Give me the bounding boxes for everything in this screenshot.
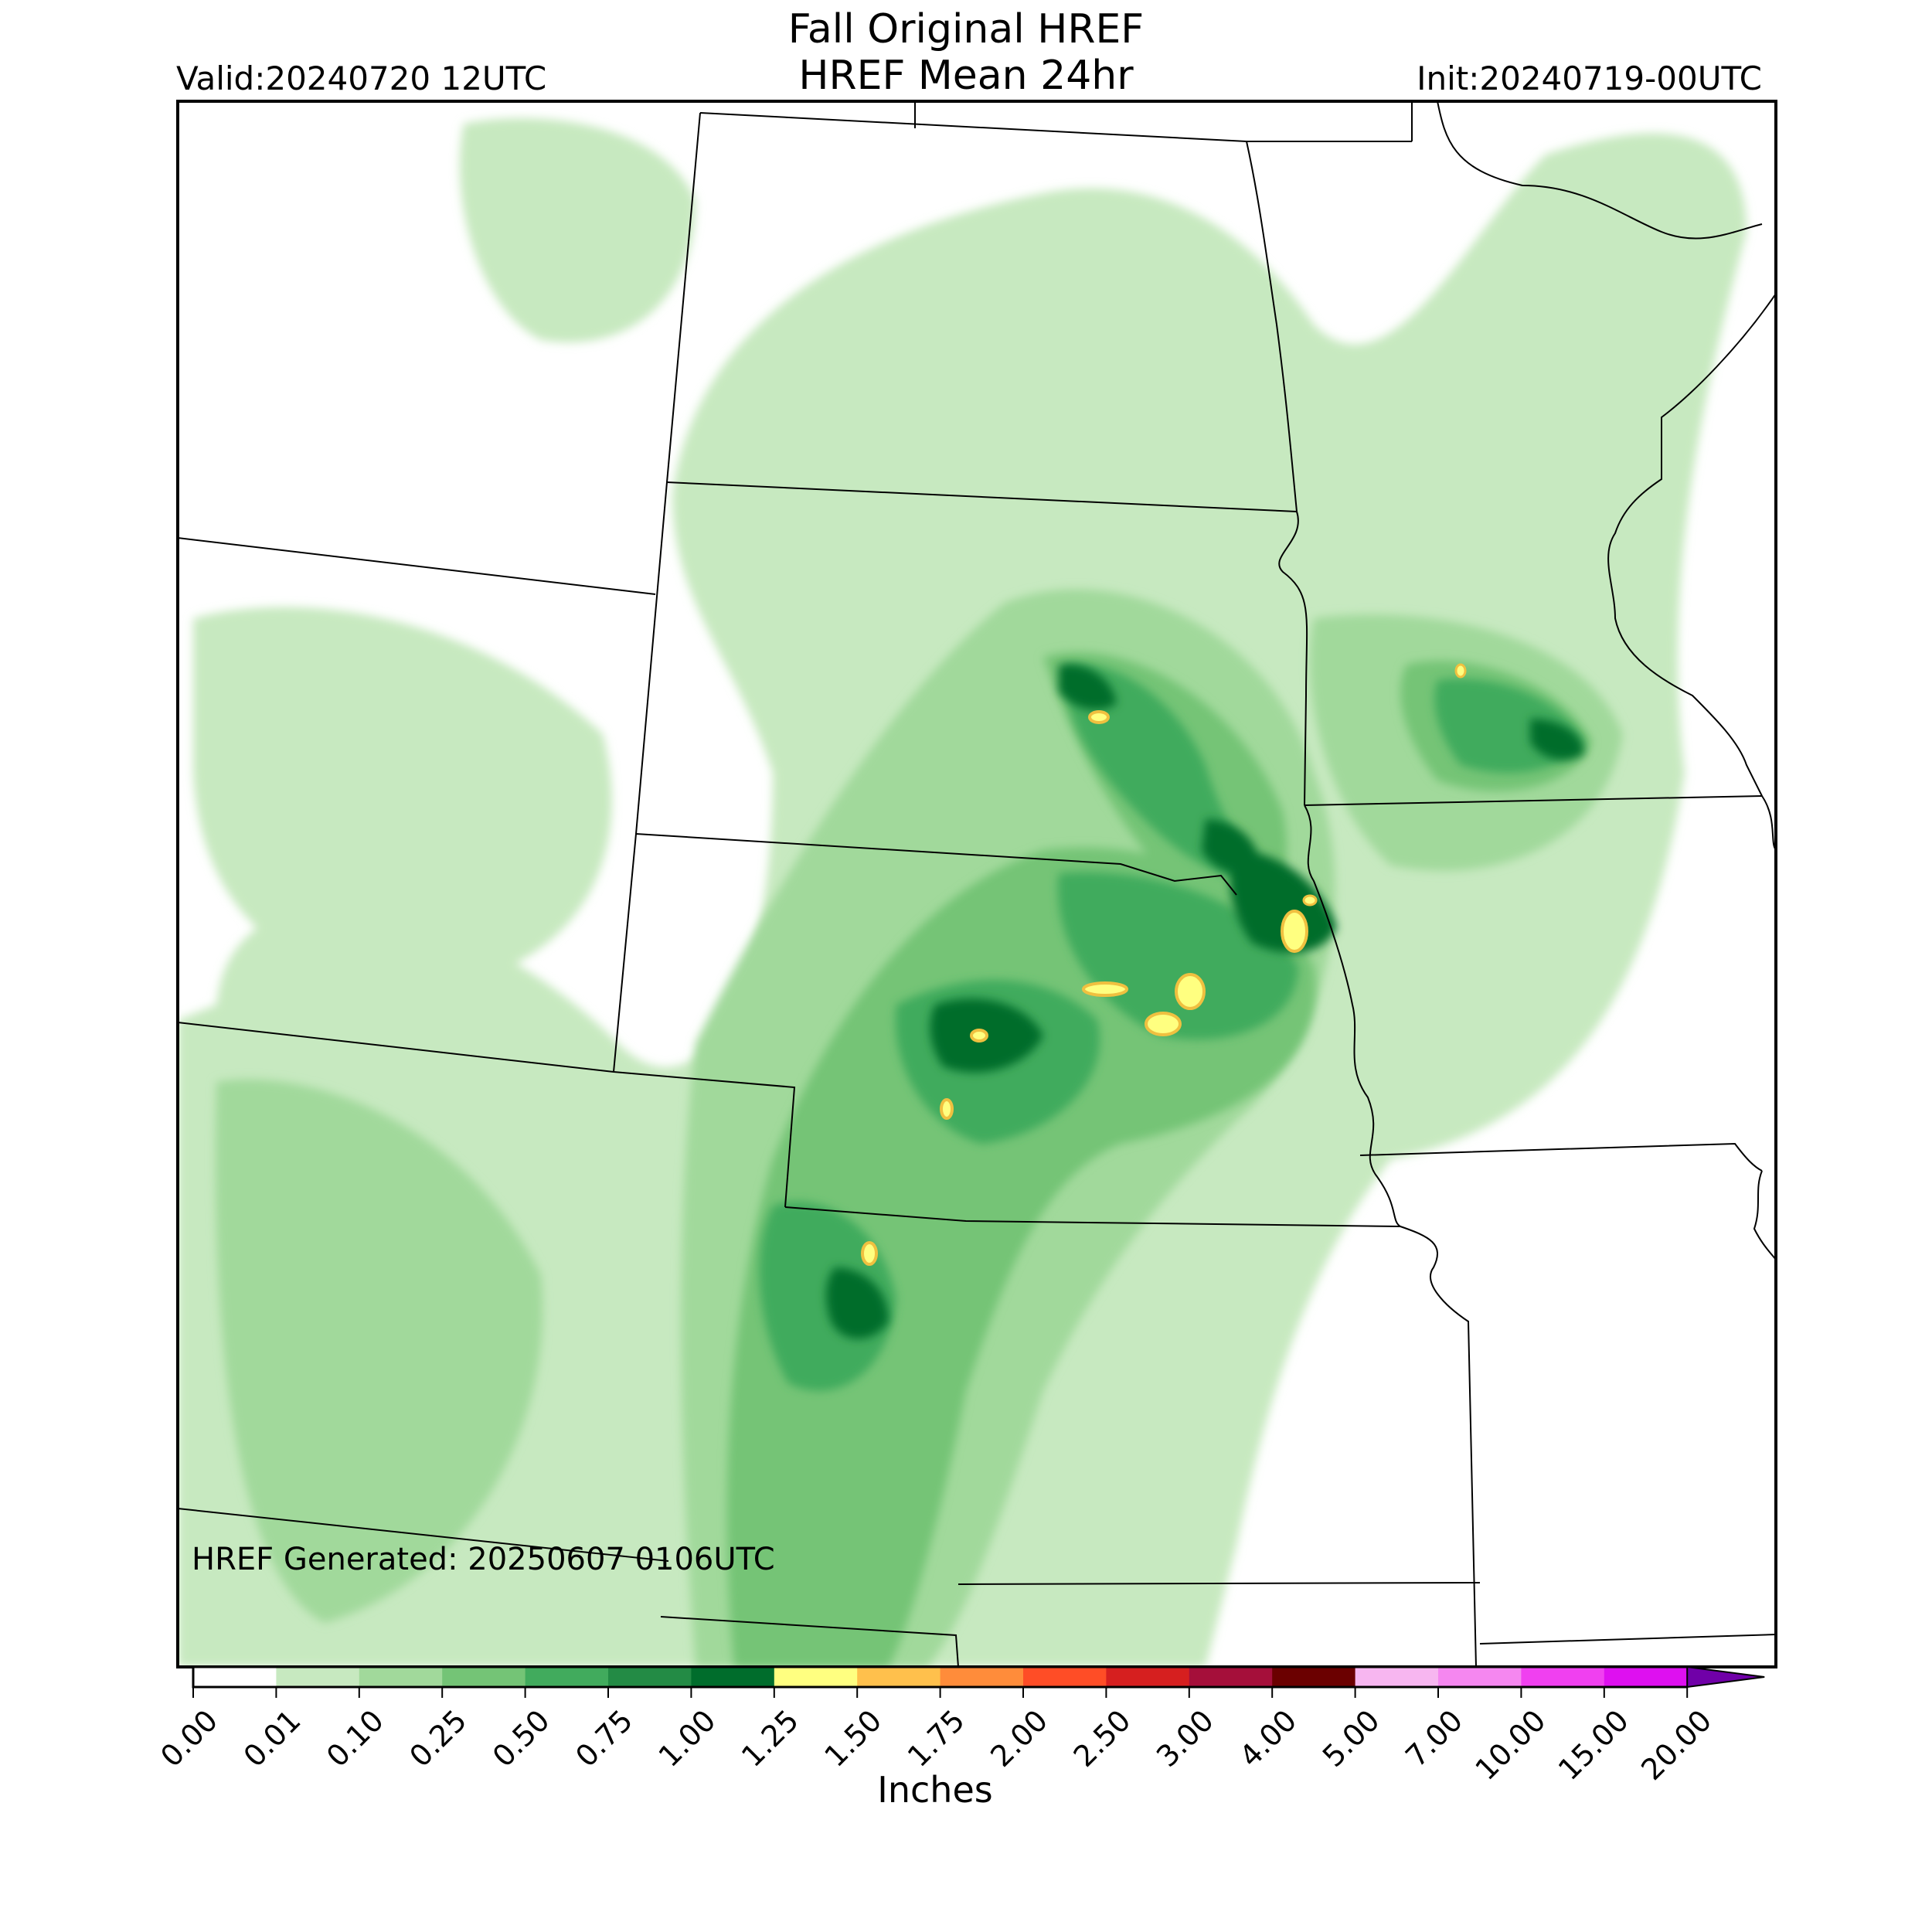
colorbar-swatch-7 bbox=[774, 1667, 858, 1687]
colorbar-swatches bbox=[192, 1665, 1765, 1689]
colorbar-tick-label-16: 10.00 bbox=[1469, 1703, 1553, 1787]
colorbar-tick-label-8: 1.50 bbox=[818, 1703, 888, 1774]
colorbar-swatch-8 bbox=[857, 1667, 941, 1687]
colorbar-swatch-5 bbox=[608, 1667, 692, 1687]
colorbar-swatch-14 bbox=[1355, 1667, 1439, 1687]
generated-time-label: HREF Generated: 20250607 0106UTC bbox=[192, 1542, 775, 1577]
colorbar-swatch-10 bbox=[1023, 1667, 1107, 1687]
colorbar-swatch-4 bbox=[525, 1667, 609, 1687]
colorbar-swatch-1 bbox=[276, 1667, 360, 1687]
colorbar-tick-label-13: 4.00 bbox=[1233, 1703, 1303, 1774]
colorbar-tick-label-10: 2.00 bbox=[984, 1703, 1054, 1774]
colorbar-tick-label-15: 7.00 bbox=[1399, 1703, 1469, 1774]
state-borders bbox=[178, 101, 1776, 1667]
colorbar-swatch-16 bbox=[1521, 1667, 1605, 1687]
colorbar-swatch-15 bbox=[1438, 1667, 1522, 1687]
valid-time-label: Valid:20240720 12UTC bbox=[176, 60, 547, 97]
colorbar-tick-label-18: 20.00 bbox=[1634, 1703, 1718, 1787]
colorbar-tick-label-5: 0.75 bbox=[569, 1703, 639, 1774]
colorbar-swatch-12 bbox=[1189, 1667, 1273, 1687]
colorbar-tick-label-7: 1.25 bbox=[735, 1703, 805, 1774]
chart-title-line1: Fall Original HREF bbox=[787, 6, 1145, 53]
colorbar-tick-label-4: 0.50 bbox=[486, 1703, 556, 1774]
colorbar-tick-label-3: 0.25 bbox=[403, 1703, 473, 1774]
colorbar-extend-arrow bbox=[1686, 1665, 1765, 1689]
precip-field bbox=[178, 101, 1776, 1667]
colorbar-tick-label-17: 15.00 bbox=[1552, 1703, 1635, 1787]
colorbar-swatch-13 bbox=[1272, 1667, 1356, 1687]
colorbar-tick-label-6: 1.00 bbox=[652, 1703, 723, 1774]
colorbar-swatch-2 bbox=[359, 1667, 443, 1687]
colorbar-swatch-17 bbox=[1604, 1667, 1688, 1687]
chart-title-line2: HREF Mean 24hr bbox=[798, 53, 1134, 99]
colorbar-tick-label-1: 0.01 bbox=[237, 1703, 308, 1774]
colorbar-swatch-11 bbox=[1106, 1667, 1190, 1687]
colorbar-tick-label-0: 0.00 bbox=[154, 1703, 224, 1774]
precip-very-heavy-area bbox=[825, 664, 1584, 1339]
colorbar-tick-label-11: 2.50 bbox=[1067, 1703, 1138, 1774]
precip-extreme-spots bbox=[861, 663, 1467, 1266]
colorbar-tick-label-9: 1.75 bbox=[901, 1703, 971, 1774]
colorbar-tick-label-12: 3.00 bbox=[1150, 1703, 1220, 1774]
colorbar-units-label: Inches bbox=[877, 1769, 993, 1811]
colorbar-swatch-3 bbox=[442, 1667, 526, 1687]
init-time-label: Init:20240719-00UTC bbox=[1417, 60, 1762, 97]
colorbar-swatch-9 bbox=[940, 1667, 1024, 1687]
colorbar-tick-label-14: 5.00 bbox=[1316, 1703, 1386, 1774]
colorbar-swatch-0 bbox=[193, 1667, 277, 1687]
colorbar-swatch-6 bbox=[691, 1667, 775, 1687]
colorbar-tick-label-2: 0.10 bbox=[320, 1703, 390, 1774]
